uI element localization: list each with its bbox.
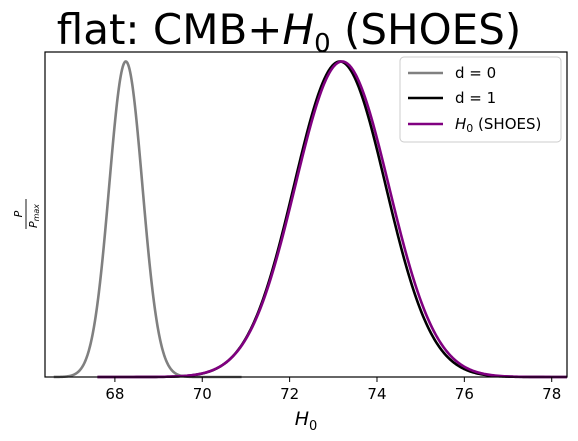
y-axis-label-den: Pmax — [27, 204, 41, 228]
chart-title-suffix: (SHOES) — [331, 5, 522, 54]
chart-title-sub: 0 — [314, 29, 331, 59]
legend-label-h0-shoes: H0 (SHOES) — [455, 115, 541, 135]
x-tick-label: 70 — [193, 385, 212, 403]
legend-box — [399, 56, 562, 143]
x-axis-label: H0 — [295, 408, 318, 434]
legend: d = 0 d = 1 H0 (SHOES) — [399, 56, 562, 143]
x-tick-label: 76 — [455, 385, 474, 403]
x-tick-label: 72 — [280, 385, 299, 403]
x-axis-label-main: H — [295, 408, 309, 430]
legend-label-d1: d = 1 — [455, 89, 496, 107]
legend-label-d0: d = 0 — [455, 64, 496, 82]
y-axis-label-num: P — [12, 210, 25, 217]
chart-title: flat: CMB+H0 (SHOES) — [57, 5, 522, 59]
plot-frame — [44, 51, 568, 378]
x-tick-label: 78 — [542, 385, 561, 403]
x-axis-label-sub: 0 — [309, 419, 317, 434]
chart-title-italic: H — [282, 5, 314, 54]
x-tick-label: 74 — [367, 385, 386, 403]
legend-label-h0-italic: H — [455, 115, 466, 133]
x-tick-label: 68 — [105, 385, 124, 403]
legend-label-h0-sub: 0 — [466, 122, 473, 135]
y-axis-label-den-sub: max — [32, 204, 41, 222]
x-ticks: 68 70 72 74 76 78 — [105, 377, 561, 403]
chart-title-prefix: flat: CMB+ — [57, 5, 283, 54]
y-axis-label-den-main: P — [27, 221, 40, 228]
y-axis-label: P Pmax — [12, 199, 41, 229]
legend-label-h0-suffix: (SHOES) — [473, 115, 541, 133]
series-line-0 — [53, 60, 243, 379]
